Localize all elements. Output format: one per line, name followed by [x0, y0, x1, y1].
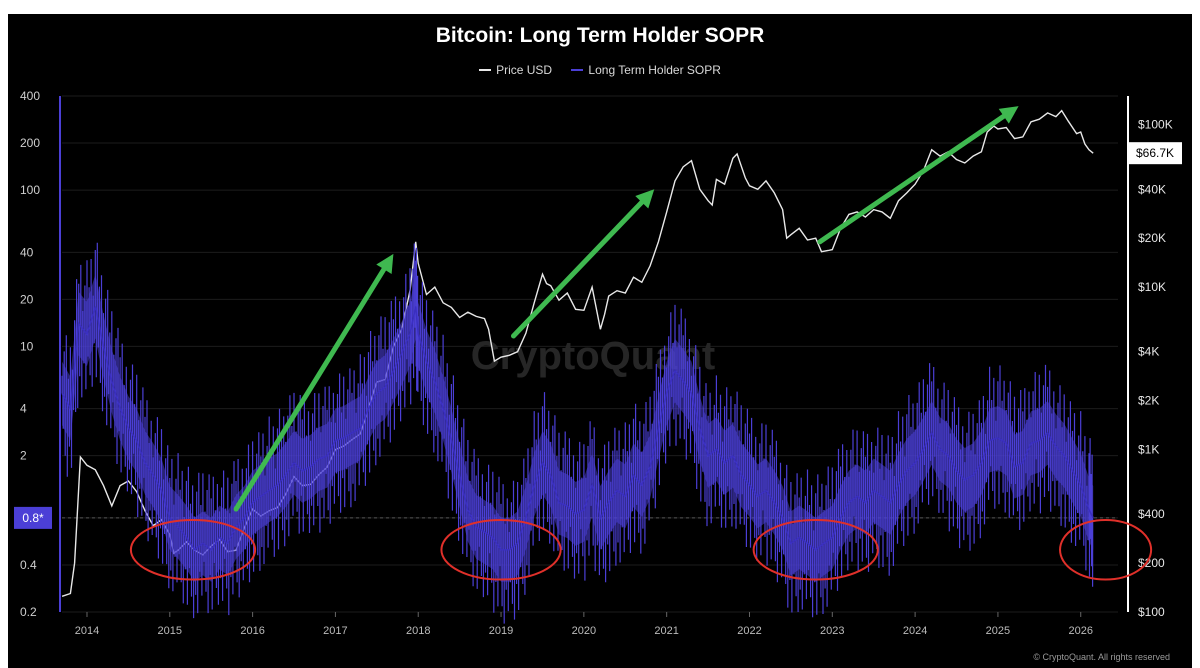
left-tick-label: 10	[20, 339, 34, 353]
sopr-line	[61, 306, 1094, 551]
right-tick-label: $200	[1138, 556, 1165, 570]
legend-label-sopr: Long Term Holder SOPR	[588, 63, 721, 77]
trend-arrow-head	[635, 189, 655, 209]
chart-legend: Price USD Long Term Holder SOPR	[8, 60, 1192, 77]
left-tick-label: 200	[20, 136, 40, 150]
trend-arrow-head	[376, 253, 394, 274]
legend-item-price: Price USD	[479, 63, 552, 77]
right-tick-label: $20K	[1138, 231, 1166, 245]
right-tick-label: $100	[1138, 605, 1165, 619]
chart-frame: Bitcoin: Long Term Holder SOPR Price USD…	[8, 14, 1192, 668]
x-tick-label: 2014	[75, 625, 99, 637]
copyright-text: © CryptoQuant. All rights reserved	[1033, 652, 1170, 662]
right-tick-label: $1K	[1138, 443, 1159, 457]
x-tick-label: 2016	[240, 625, 264, 637]
sopr-band	[62, 274, 1094, 582]
left-tick-label: 0.2	[20, 605, 37, 619]
left-tick-label: 100	[20, 183, 40, 197]
legend-swatch-price	[479, 69, 492, 71]
x-tick-label: 2019	[489, 625, 513, 637]
x-tick-label: 2023	[820, 625, 844, 637]
left-tick-label: 0.4	[20, 558, 37, 572]
right-tick-label: $4K	[1138, 345, 1159, 359]
right-tick-label: $2K	[1138, 394, 1159, 408]
current-sopr-badge	[14, 506, 52, 529]
legend-item-sopr: Long Term Holder SOPR	[571, 63, 721, 77]
bottom-zone-circle	[752, 519, 879, 581]
left-tick-label: 400	[20, 89, 40, 103]
chart-title: Bitcoin: Long Term Holder SOPR	[435, 24, 765, 47]
left-tick-label: 2	[20, 449, 27, 463]
sopr-spikes	[61, 242, 1094, 624]
right-tick-label: $100K	[1138, 118, 1173, 132]
x-tick-label: 2025	[986, 625, 1010, 637]
legend-label-price: Price USD	[496, 63, 553, 77]
current-sopr-label: 0.8*	[22, 511, 44, 525]
left-tick-label: 20	[20, 292, 34, 306]
current-price-badge	[1128, 142, 1182, 165]
x-tick-label: 2024	[903, 625, 927, 637]
left-tick-label: 40	[20, 245, 34, 259]
bottom-zone-circle	[1059, 519, 1153, 581]
x-tick-label: 2021	[654, 625, 678, 637]
chart-plot: 400 200 100 40 20 10 4 2 0.8* 0.4 0.2 $100K $40K $20K…	[14, 89, 1182, 662]
right-tick-label: $40K	[1138, 182, 1166, 196]
trend-arrow-head	[998, 106, 1019, 124]
x-tick-label: 2017	[323, 625, 347, 637]
bottom-zone-circle	[129, 519, 257, 581]
legend-swatch-sopr	[571, 69, 584, 71]
x-tick-label: 2020	[572, 625, 596, 637]
right-tick-label: $10K	[1138, 280, 1166, 294]
left-tick-label: 4	[20, 402, 27, 416]
trend-arrow-shaft	[817, 113, 1007, 245]
x-tick-label: 2018	[406, 625, 430, 637]
trend-arrow-shaft	[510, 199, 645, 339]
bottom-zone-circle	[440, 519, 562, 581]
trend-arrow-shaft	[233, 266, 387, 512]
current-price-label: $66.7K	[1136, 146, 1174, 160]
x-tick-label: 2022	[737, 625, 761, 637]
right-tick-label: $400	[1138, 507, 1165, 521]
x-tick-label: 2015	[158, 625, 182, 637]
x-tick-label: 2026	[1068, 625, 1092, 637]
